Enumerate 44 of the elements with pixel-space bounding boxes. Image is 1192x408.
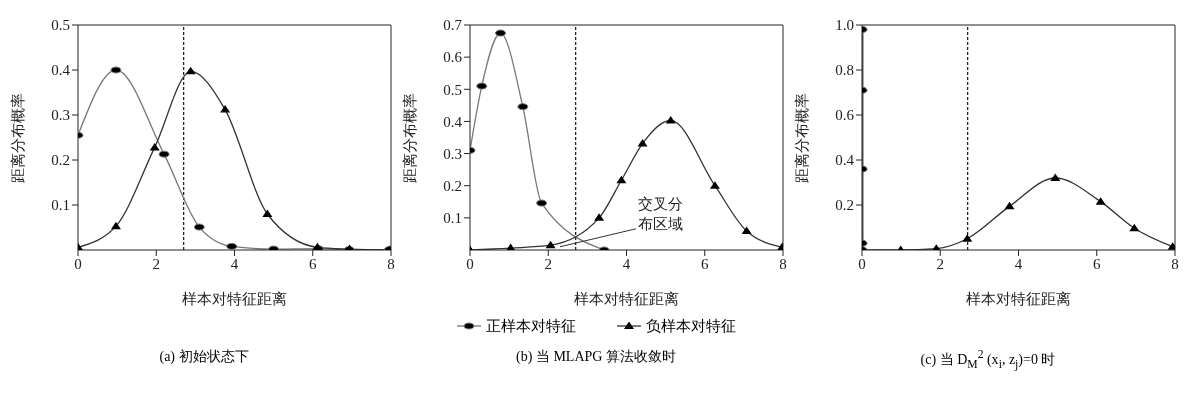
legend-label: 正样本对特征: [486, 316, 576, 336]
x-tick-label: 8: [1171, 255, 1179, 272]
y-tick-label: 0.7: [443, 17, 463, 34]
text: (b) 当 MLAPG 算法收敛时: [516, 349, 676, 364]
x-tick-label: 2: [936, 255, 944, 272]
y-tick-label: 0.2: [835, 197, 854, 214]
y-tick-label: 0.4: [51, 62, 71, 79]
x-axis-title: 样本对特征距离: [182, 291, 287, 307]
x-tick-label: 8: [387, 255, 395, 272]
x-tick-label: 4: [1014, 255, 1023, 272]
x-tick-label: 6: [309, 255, 317, 272]
text: (a) 初始状态下: [159, 349, 249, 364]
y-tick-label: 0.6: [835, 107, 855, 124]
x-tick-label: 4: [230, 255, 239, 272]
x-tick-label: 2: [152, 255, 160, 272]
x-tick-label: 8: [779, 255, 787, 272]
x-axis-title: 样本对特征距离: [966, 291, 1071, 307]
y-tick-label: 0.1: [443, 210, 462, 227]
x-tick-label: 0: [858, 255, 866, 272]
x-tick-label: 6: [1093, 255, 1101, 272]
legend-label: 负样本对特征: [646, 316, 736, 336]
y-tick-label: 0.2: [443, 178, 462, 195]
y-tick-label: 0.3: [51, 107, 70, 124]
x-tick-label: 4: [622, 255, 631, 272]
y-tick-label: 0.3: [443, 145, 462, 162]
y-tick-label: 0.5: [443, 81, 462, 98]
y-axis-title: 距离分布概率: [794, 92, 811, 183]
y-tick-label: 1.0: [835, 17, 854, 34]
y-tick-label: 0.4: [443, 113, 463, 130]
x-axis-title: 样本对特征距离: [574, 291, 679, 307]
x-tick-label: 0: [74, 255, 82, 272]
y-axis-title: 距离分布概率: [10, 92, 27, 183]
text: (c) 当 D$_{M}$$^{2}$ (x$_{i}$, z$_{j}$)=0 时: [920, 348, 1056, 371]
y-axis-title: 距离分布概率: [402, 92, 419, 183]
y-tick-label: 0.8: [835, 62, 854, 79]
x-tick-label: 0: [466, 255, 474, 272]
x-tick-label: 6: [701, 255, 709, 272]
y-tick-label: 0.6: [443, 49, 463, 66]
y-tick-label: 0.2: [51, 152, 70, 169]
y-tick-label: 0.4: [835, 152, 855, 169]
x-tick-label: 2: [544, 255, 552, 272]
annotation: 交叉分布区域: [637, 195, 683, 232]
y-tick-label: 0.1: [51, 197, 70, 214]
y-tick-label: 0.5: [51, 17, 70, 34]
